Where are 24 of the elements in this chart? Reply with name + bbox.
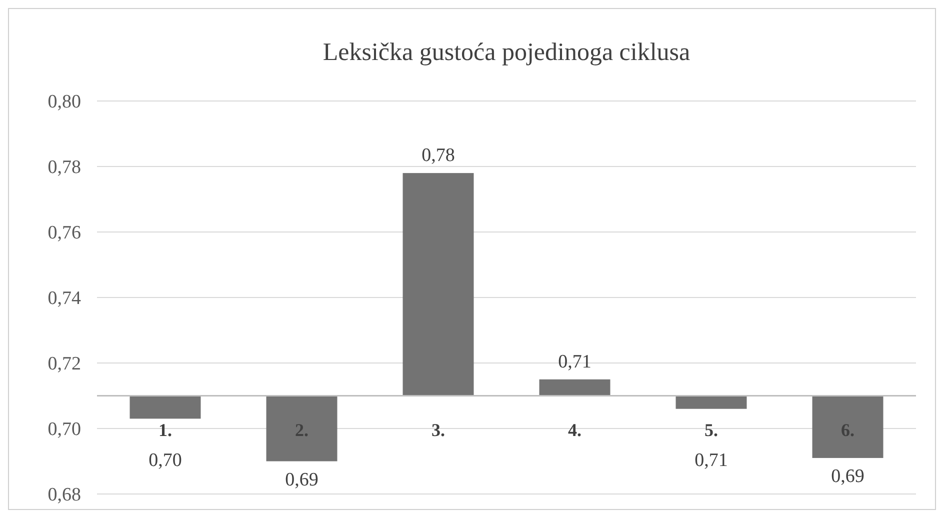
y-tick-label: 0,78	[48, 157, 81, 178]
data-label: 0,71	[694, 450, 728, 471]
x-tick-label: 3.	[432, 420, 445, 440]
x-tick-label: 4.	[568, 420, 582, 440]
bar	[402, 173, 474, 396]
data-label: 0,69	[285, 469, 318, 490]
data-label: 0,78	[422, 145, 455, 166]
bar	[812, 396, 884, 458]
data-label: 0,69	[831, 466, 864, 487]
bar	[676, 396, 747, 409]
y-tick-label: 0,74	[48, 288, 82, 310]
data-label: 0,70	[148, 450, 182, 471]
y-tick-label: 0,70	[48, 419, 81, 440]
x-tick-label: 5.	[704, 420, 718, 440]
y-tick-label: 0,72	[48, 354, 81, 375]
y-tick-label: 0,76	[48, 222, 81, 244]
bar	[130, 396, 201, 419]
x-tick-label: 1.	[158, 420, 172, 440]
bar	[266, 396, 338, 462]
y-tick-label: 0,80	[48, 92, 81, 113]
chart-title: Leksička gustoća pojedinoga ciklusa	[322, 39, 690, 66]
data-label: 0,71	[558, 351, 592, 372]
y-tick-label: 0,68	[48, 484, 81, 506]
bar	[539, 379, 610, 396]
